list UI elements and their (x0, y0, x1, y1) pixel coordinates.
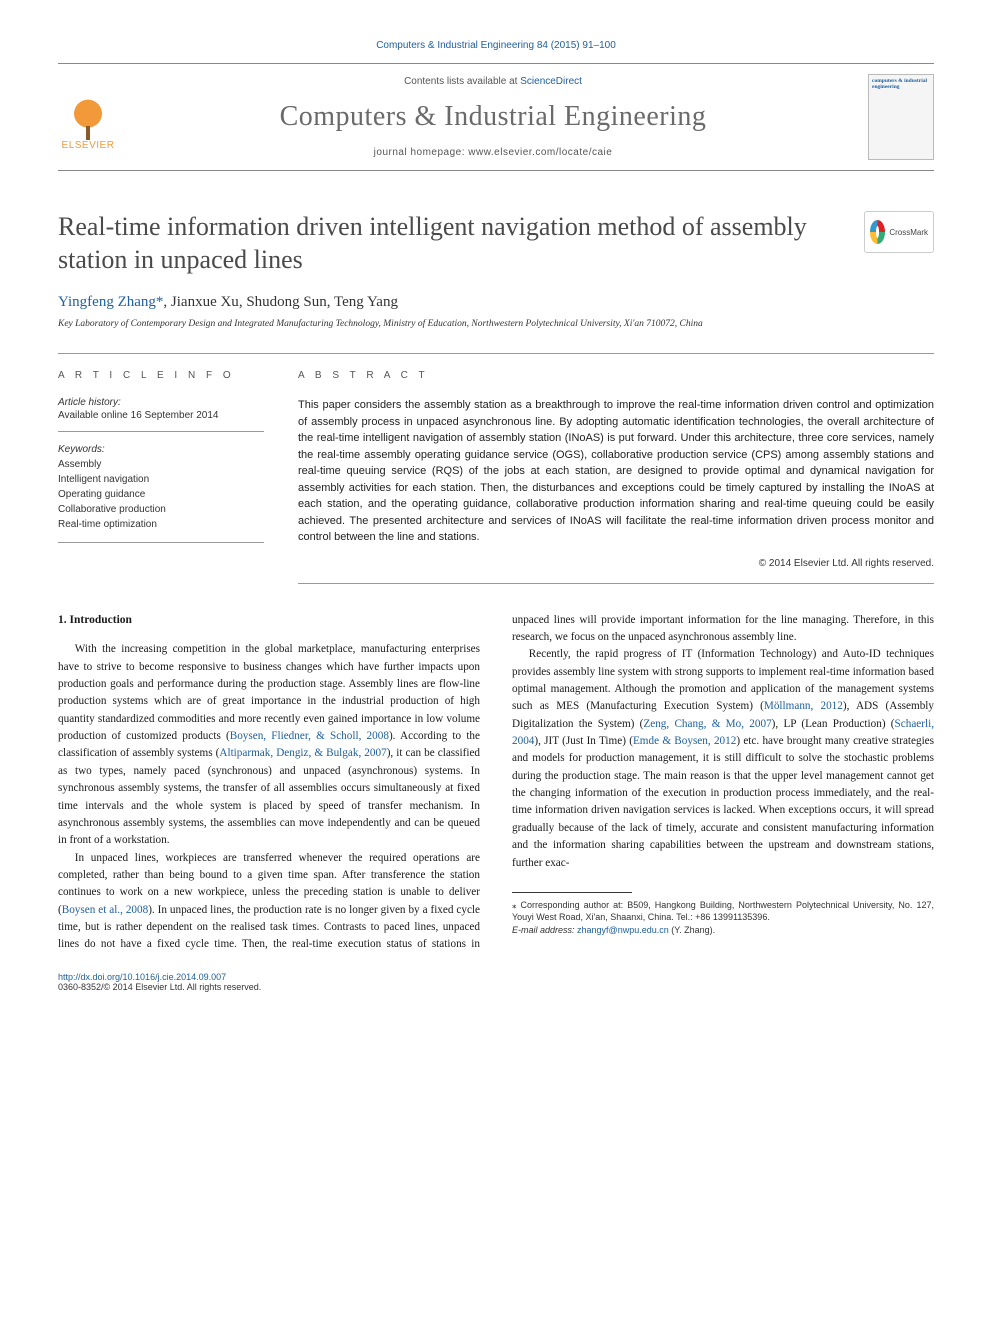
body-text: With the increasing competition in the g… (58, 643, 480, 742)
author-link[interactable]: Yingfeng Zhang (58, 294, 156, 310)
keyword-item: Collaborative production (58, 502, 264, 517)
article-info-heading: A R T I C L E I N F O (58, 370, 264, 381)
citation-link[interactable]: Emde & Boysen, 2012 (633, 735, 736, 747)
body-text: ), LP (Lean Production) ( (772, 718, 895, 730)
info-abstract-row: A R T I C L E I N F O Article history: A… (58, 353, 934, 584)
article-history-block: Article history: Available online 16 Sep… (58, 397, 264, 432)
journal-homepage-line: journal homepage: www.elsevier.com/locat… (138, 147, 848, 158)
article-body: 1. Introduction With the increasing comp… (58, 612, 934, 954)
header-center: Contents lists available at ScienceDirec… (118, 76, 868, 158)
title-row: Real-time information driven intelligent… (58, 211, 934, 276)
citation-link[interactable]: Boysen, Fliedner, & Scholl, 2008 (230, 730, 389, 742)
doi-link[interactable]: http://dx.doi.org/10.1016/j.cie.2014.09.… (58, 972, 226, 982)
elsevier-tree-icon (66, 96, 110, 140)
author-name: Jianxue Xu (171, 294, 239, 310)
contents-available-line: Contents lists available at ScienceDirec… (138, 76, 848, 87)
corresponding-author-footnote: ⁎ Corresponding author at: B509, Hangkon… (512, 899, 934, 924)
journal-citation: Computers & Industrial Engineering 84 (2… (58, 40, 934, 51)
authors-line: Yingfeng Zhang*, Jianxue Xu, Shudong Sun… (58, 294, 934, 311)
history-label: Article history: (58, 397, 264, 408)
email-suffix: (Y. Zhang). (669, 925, 715, 935)
citation-link[interactable]: Altiparmak, Dengiz, & Bulgak, 2007 (219, 747, 386, 759)
abstract-text: This paper considers the assembly statio… (298, 397, 934, 546)
contents-prefix: Contents lists available at (404, 76, 520, 87)
history-value: Available online 16 September 2014 (58, 410, 264, 421)
journal-cover-thumbnail: computers & industrial engineering (868, 74, 934, 160)
keyword-item: Operating guidance (58, 487, 264, 502)
affiliation-line: Key Laboratory of Contemporary Design an… (58, 319, 934, 329)
body-text: ) etc. have brought many creative strate… (512, 735, 934, 869)
abstract-heading: A B S T R A C T (298, 370, 934, 381)
homepage-url[interactable]: www.elsevier.com/locate/caie (468, 147, 612, 158)
citation-link[interactable]: Möllmann, 2012 (764, 700, 843, 712)
crossmark-label: CrossMark (889, 228, 928, 237)
keyword-item: Intelligent navigation (58, 472, 264, 487)
keyword-item: Real-time optimization (58, 517, 264, 532)
email-footnote: E-mail address: zhangyf@nwpu.edu.cn (Y. … (512, 924, 934, 937)
section-heading: 1. Introduction (58, 612, 480, 630)
author-name: Shudong Sun (246, 294, 326, 310)
footnote-corr-label: ⁎ Corresponding author at: (512, 900, 627, 910)
footnote-separator (512, 892, 632, 893)
publisher-logo: ELSEVIER (58, 83, 118, 151)
author-name: Teng Yang (334, 294, 398, 310)
body-text: ), it can be classified as two types, na… (58, 747, 480, 846)
body-text: ), JIT (Just In Time) ( (534, 735, 633, 747)
cover-thumb-title: computers & industrial engineering (872, 78, 930, 90)
body-paragraph: Recently, the rapid progress of IT (Info… (512, 646, 934, 872)
author-sep: , (163, 294, 171, 310)
journal-header-bar: ELSEVIER Contents lists available at Sci… (58, 63, 934, 171)
author-email-link[interactable]: zhangyf@nwpu.edu.cn (577, 925, 669, 935)
page-footer: http://dx.doi.org/10.1016/j.cie.2014.09.… (58, 972, 934, 992)
body-paragraph: With the increasing competition in the g… (58, 641, 480, 849)
author-sep: , (327, 294, 334, 310)
article-title: Real-time information driven intelligent… (58, 211, 848, 276)
publisher-name: ELSEVIER (62, 140, 115, 151)
citation-link[interactable]: Zeng, Chang, & Mo, 2007 (643, 718, 771, 730)
keywords-block: Keywords: Assembly Intelligent navigatio… (58, 444, 264, 543)
citation-link[interactable]: Boysen et al., 2008 (62, 904, 148, 916)
keywords-label: Keywords: (58, 444, 264, 455)
article-info-column: A R T I C L E I N F O Article history: A… (58, 370, 264, 584)
crossmark-badge[interactable]: CrossMark (864, 211, 934, 253)
journal-name: Computers & Industrial Engineering (138, 101, 848, 133)
abstract-column: A B S T R A C T This paper considers the… (298, 370, 934, 584)
abstract-copyright: © 2014 Elsevier Ltd. All rights reserved… (298, 558, 934, 584)
homepage-prefix: journal homepage: (374, 147, 469, 158)
email-label: E-mail address: (512, 925, 577, 935)
keyword-item: Assembly (58, 457, 264, 472)
issn-copyright-line: 0360-8352/© 2014 Elsevier Ltd. All right… (58, 982, 261, 992)
crossmark-icon (870, 220, 885, 244)
sciencedirect-link[interactable]: ScienceDirect (520, 76, 582, 87)
